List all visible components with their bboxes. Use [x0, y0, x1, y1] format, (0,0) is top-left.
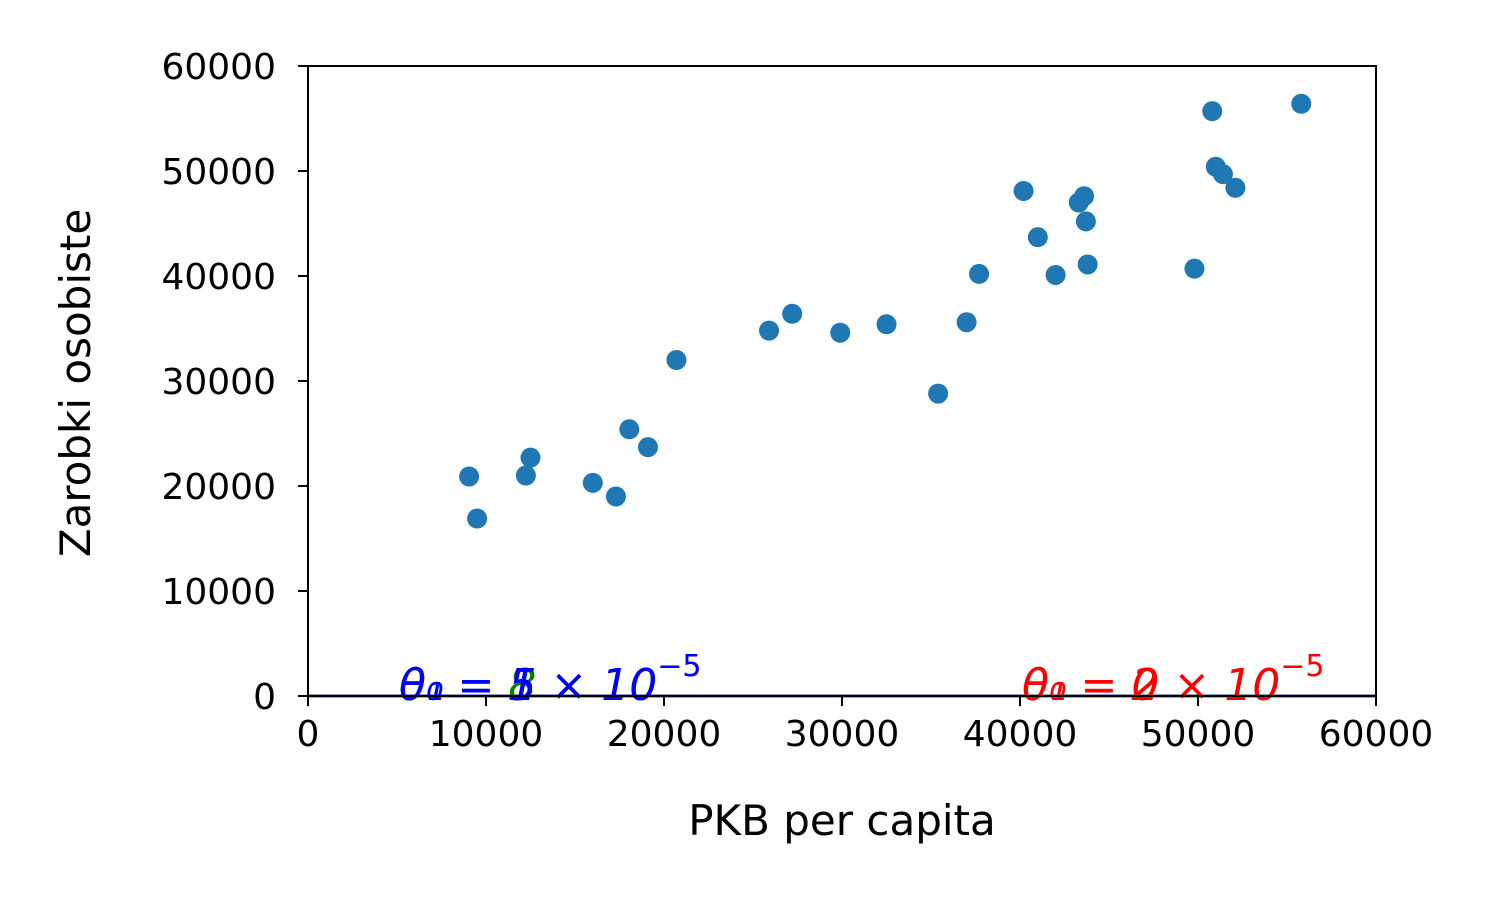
x-tick-label: 0 — [297, 714, 320, 755]
data-point — [1027, 227, 1048, 248]
data-point — [1225, 177, 1246, 198]
x-tick-label: 50000 — [1141, 714, 1256, 755]
data-point — [459, 466, 480, 487]
y-tick-label: 0 — [253, 677, 276, 718]
data-point — [637, 437, 658, 458]
data-point — [1212, 164, 1233, 185]
data-point — [1202, 101, 1223, 122]
y-tick-label: 30000 — [161, 362, 276, 403]
annotation-text: θ₀ = 0 — [1022, 660, 1159, 711]
data-point — [1013, 180, 1034, 201]
y-tick-label: 40000 — [161, 257, 276, 298]
data-point — [830, 322, 851, 343]
data-point — [876, 314, 897, 335]
data-point — [1184, 258, 1205, 279]
data-point — [759, 320, 780, 341]
model-annotation-2: θ₀ = 5θ₁ = 1 × 10−5 — [399, 649, 701, 711]
x-axis-label: PKB per capita — [688, 796, 996, 845]
model-annotation-1: θ₀ = 8θ₁ = 5 × 10−5 — [399, 649, 701, 711]
annotation-text: θ₁ = 5 × 10−5 — [399, 649, 701, 711]
x-tick-label: 30000 — [785, 714, 900, 755]
data-point — [666, 350, 687, 370]
x-tick-label: 20000 — [607, 714, 722, 755]
data-point — [1075, 211, 1096, 232]
annotation-text: θ₁ = 2 × 10−5 — [1022, 649, 1324, 711]
data-point — [520, 447, 541, 468]
data-point — [1077, 254, 1098, 275]
axes: 0 10000 20000 30000 40000 50000 60000 0 10000 200… — [161, 47, 1433, 755]
data-point — [1291, 93, 1312, 114]
model-annotation-0: θ₀ = 0θ₁ = 2 × 10−5 — [1022, 649, 1324, 711]
x-tick-label: 10000 — [429, 714, 544, 755]
data-point — [582, 472, 603, 493]
data-point — [1045, 264, 1066, 285]
data-point — [605, 486, 626, 507]
plot-area: θ₀ = 0θ₁ = 2 × 10−5θ₀ = 8θ₁ = 5 × 10−5θ₀… — [307, 93, 1377, 711]
x-tick-label: 60000 — [1319, 714, 1434, 755]
data-point — [928, 383, 949, 404]
annotation-text: θ₀ = 5 — [399, 660, 536, 711]
data-point — [467, 508, 488, 529]
data-point — [956, 312, 977, 333]
data-point — [619, 419, 640, 440]
data-point — [1074, 186, 1095, 207]
annotation-text: θ₁ = 1 × 10−5 — [399, 649, 701, 711]
y-tick-label: 20000 — [161, 467, 276, 508]
data-point — [515, 465, 536, 486]
y-tick-label: 60000 — [161, 47, 276, 88]
y-axis-label: Zarobki osobiste — [51, 209, 100, 557]
data-point — [969, 263, 990, 284]
y-tick-label: 50000 — [161, 152, 276, 193]
x-tick-label: 40000 — [963, 714, 1078, 755]
y-tick-label: 10000 — [161, 572, 276, 613]
data-point — [782, 303, 803, 324]
annotation-text: θ₀ = 8 — [399, 660, 536, 711]
